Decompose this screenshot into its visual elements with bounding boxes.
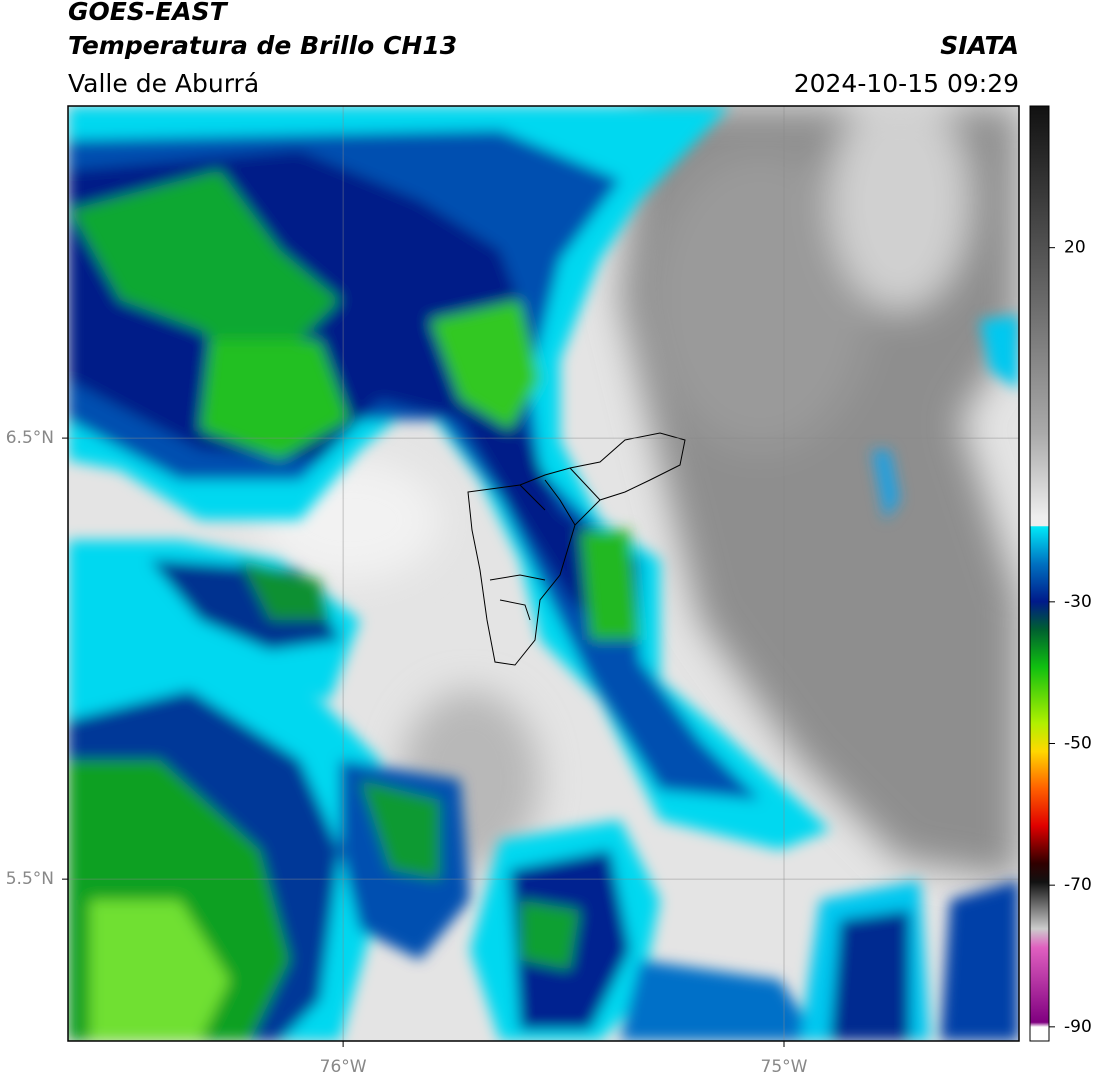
region: Valle de Aburrá [68,69,259,98]
subtitle: Temperatura de Brillo CH13 [68,31,457,60]
source: SIATA [940,31,1019,60]
colorbar-tick-label: -30 [1064,592,1092,612]
municipal-boundaries [467,432,686,666]
map-frame [67,105,1020,1042]
datetime: 2024-10-15 09:29 [794,69,1019,98]
colorbar-tick-label: -50 [1064,734,1092,754]
x-tick-label: 76°W [320,1057,367,1077]
y-tick-label: 6.5°N [6,428,54,448]
colorbar-tick-label: -90 [1064,1017,1092,1037]
colorbar-tick-label: 20 [1064,238,1086,258]
x-tick-label: 75°W [761,1057,808,1077]
colorbar-tick-label: -70 [1064,875,1092,895]
satellite-image [68,106,1019,1041]
y-tick-label: 5.5°N [6,869,54,889]
graticule [68,106,1019,1041]
title: GOES-EAST [68,0,229,26]
colorbar [1029,105,1050,1042]
